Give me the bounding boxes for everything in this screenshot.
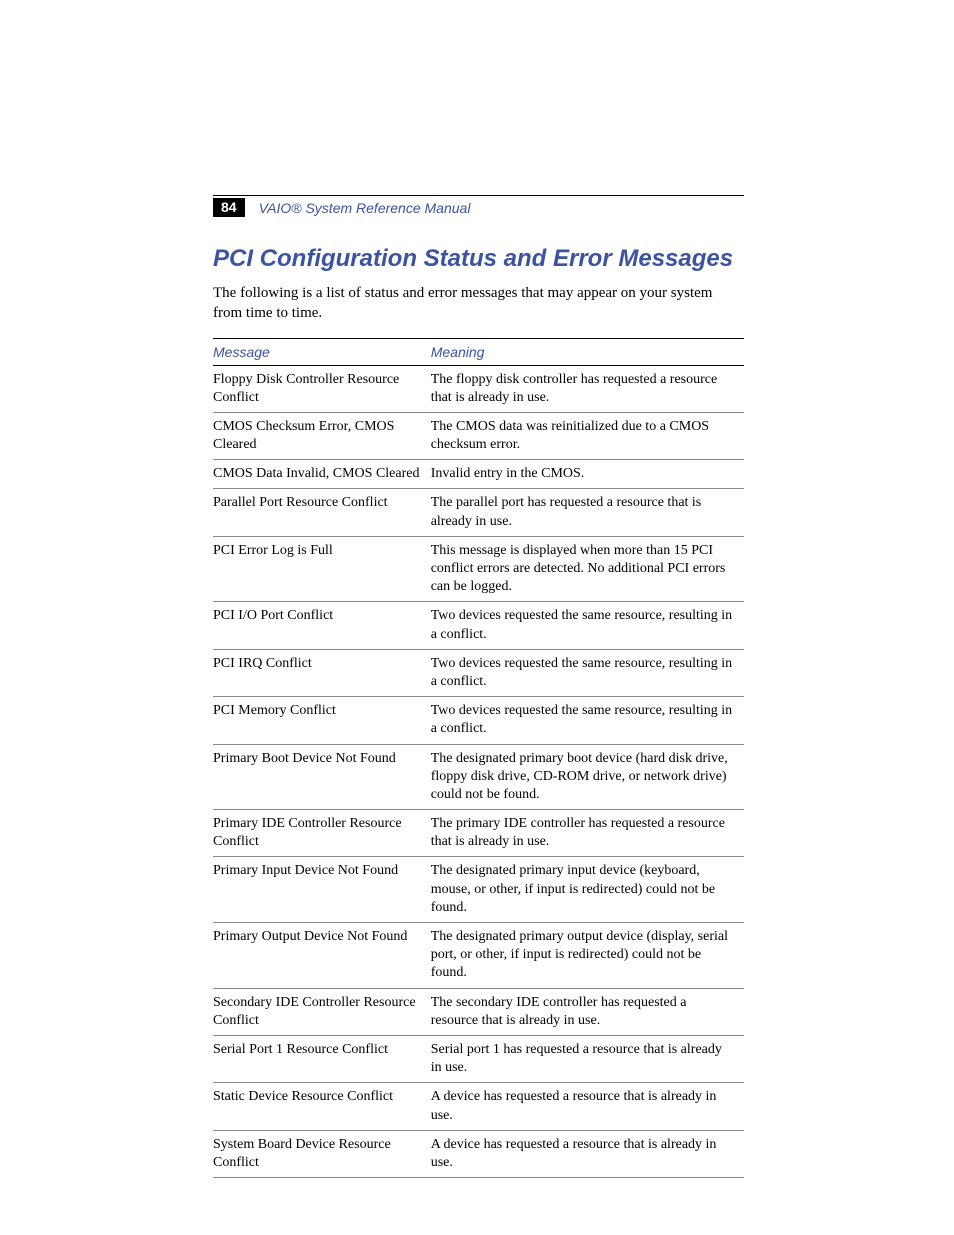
cell-message: PCI IRQ Conflict xyxy=(213,649,431,696)
section-title: PCI Configuration Status and Error Messa… xyxy=(213,245,744,273)
cell-meaning: The designated primary boot device (hard… xyxy=(431,744,744,810)
table-row: Secondary IDE Controller Resource Confli… xyxy=(213,988,744,1035)
manual-title: VAIO® System Reference Manual xyxy=(259,200,471,216)
table-row: PCI IRQ ConflictTwo devices requested th… xyxy=(213,649,744,696)
cell-message: Secondary IDE Controller Resource Confli… xyxy=(213,988,431,1035)
page-number: 84 xyxy=(213,198,245,217)
messages-table: Message Meaning Floppy Disk Controller R… xyxy=(213,338,744,1179)
cell-meaning: The floppy disk controller has requested… xyxy=(431,365,744,412)
cell-meaning: A device has requested a resource that i… xyxy=(431,1130,744,1177)
cell-message: PCI I/O Port Conflict xyxy=(213,602,431,649)
cell-meaning: The secondary IDE controller has request… xyxy=(431,988,744,1035)
cell-message: Primary Boot Device Not Found xyxy=(213,744,431,810)
cell-meaning: Invalid entry in the CMOS. xyxy=(431,460,744,489)
table-row: System Board Device Resource ConflictA d… xyxy=(213,1130,744,1177)
cell-message: Static Device Resource Conflict xyxy=(213,1083,431,1130)
table-body: Floppy Disk Controller Resource Conflict… xyxy=(213,365,744,1178)
cell-meaning: The designated primary input device (key… xyxy=(431,857,744,923)
col-header-message: Message xyxy=(213,338,431,365)
cell-message: CMOS Checksum Error, CMOS Cleared xyxy=(213,412,431,459)
cell-message: Primary IDE Controller Resource Conflict xyxy=(213,810,431,857)
table-header-row: Message Meaning xyxy=(213,338,744,365)
cell-meaning: The designated primary output device (di… xyxy=(431,923,744,989)
table-row: PCI Error Log is FullThis message is dis… xyxy=(213,536,744,602)
cell-meaning: The primary IDE controller has requested… xyxy=(431,810,744,857)
cell-meaning: Serial port 1 has requested a resource t… xyxy=(431,1035,744,1082)
cell-meaning: The parallel port has requested a resour… xyxy=(431,489,744,536)
table-row: Primary Boot Device Not FoundThe designa… xyxy=(213,744,744,810)
table-row: Floppy Disk Controller Resource Conflict… xyxy=(213,365,744,412)
table-row: Primary Output Device Not FoundThe desig… xyxy=(213,923,744,989)
cell-meaning: Two devices requested the same resource,… xyxy=(431,649,744,696)
cell-message: Floppy Disk Controller Resource Conflict xyxy=(213,365,431,412)
cell-meaning: Two devices requested the same resource,… xyxy=(431,697,744,744)
intro-paragraph: The following is a list of status and er… xyxy=(213,283,744,324)
col-header-meaning: Meaning xyxy=(431,338,744,365)
cell-meaning: A device has requested a resource that i… xyxy=(431,1083,744,1130)
table-row: CMOS Checksum Error, CMOS ClearedThe CMO… xyxy=(213,412,744,459)
table-row: Primary IDE Controller Resource Conflict… xyxy=(213,810,744,857)
table-row: Serial Port 1 Resource ConflictSerial po… xyxy=(213,1035,744,1082)
table-row: Primary Input Device Not FoundThe design… xyxy=(213,857,744,923)
cell-meaning: The CMOS data was reinitialized due to a… xyxy=(431,412,744,459)
cell-message: CMOS Data Invalid, CMOS Cleared xyxy=(213,460,431,489)
cell-meaning: Two devices requested the same resource,… xyxy=(431,602,744,649)
page: 84 VAIO® System Reference Manual PCI Con… xyxy=(0,0,954,1235)
page-header: 84 VAIO® System Reference Manual xyxy=(213,195,744,217)
cell-message: Primary Output Device Not Found xyxy=(213,923,431,989)
cell-message: PCI Error Log is Full xyxy=(213,536,431,602)
cell-meaning: This message is displayed when more than… xyxy=(431,536,744,602)
table-row: PCI I/O Port ConflictTwo devices request… xyxy=(213,602,744,649)
table-row: Static Device Resource ConflictA device … xyxy=(213,1083,744,1130)
cell-message: Parallel Port Resource Conflict xyxy=(213,489,431,536)
table-row: PCI Memory ConflictTwo devices requested… xyxy=(213,697,744,744)
cell-message: PCI Memory Conflict xyxy=(213,697,431,744)
cell-message: Serial Port 1 Resource Conflict xyxy=(213,1035,431,1082)
table-row: Parallel Port Resource ConflictThe paral… xyxy=(213,489,744,536)
cell-message: System Board Device Resource Conflict xyxy=(213,1130,431,1177)
table-row: CMOS Data Invalid, CMOS ClearedInvalid e… xyxy=(213,460,744,489)
cell-message: Primary Input Device Not Found xyxy=(213,857,431,923)
